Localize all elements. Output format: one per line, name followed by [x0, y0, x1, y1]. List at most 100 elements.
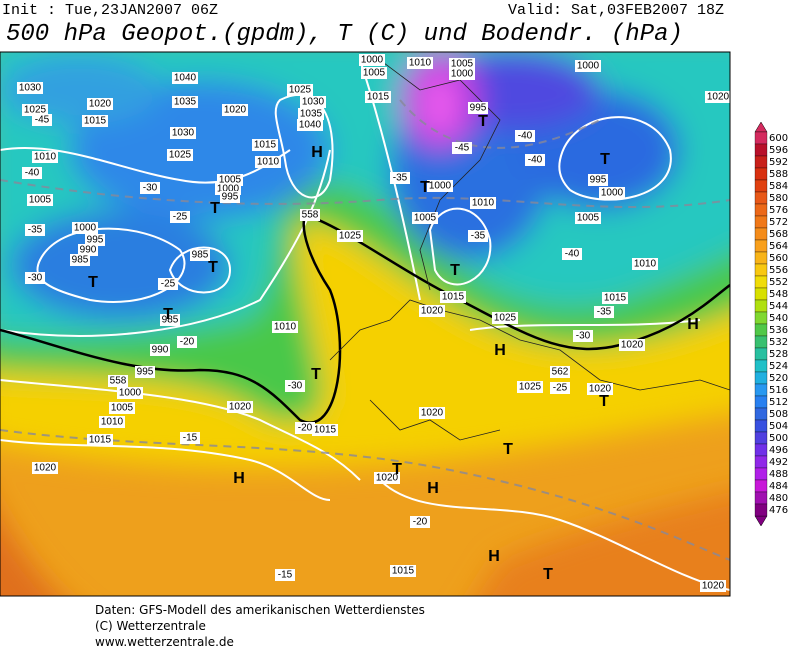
isoline-label: 1020 — [621, 340, 644, 351]
colorbar-cell — [754, 275, 768, 289]
isoline-label: 1020 — [34, 463, 57, 474]
isoline-label: -20 — [180, 337, 195, 348]
colorbar-cell — [754, 131, 768, 145]
colorbar-cell — [754, 371, 768, 385]
footer-line: www.wetterzentrale.de — [95, 635, 234, 648]
colorbar-cell — [754, 431, 768, 445]
isoline-label: 1025 — [289, 85, 312, 96]
isoline-label: 1040 — [174, 73, 197, 84]
isoline-label: 1000 — [119, 388, 142, 399]
isoline-label: -25 — [161, 279, 176, 290]
isoline-label: 558 — [110, 376, 127, 387]
valid-text: Valid: Sat,03FEB2007 18Z — [508, 2, 724, 19]
label-box — [180, 432, 200, 444]
label-box — [252, 139, 278, 151]
colorbar-label: 552 — [769, 277, 788, 288]
label-box — [470, 197, 496, 209]
pressure-center: H — [233, 470, 245, 487]
isoline-label: -40 — [518, 131, 533, 142]
isoline-label: 1010 — [34, 152, 57, 163]
colorbar-label: 596 — [769, 145, 788, 156]
colorbar-cell — [754, 311, 768, 325]
pressure-center: T — [543, 566, 553, 583]
label-box — [170, 211, 190, 223]
isoline-label: 1020 — [421, 408, 444, 419]
colorbar-cell — [754, 323, 768, 337]
label-box — [410, 516, 430, 528]
label-box — [575, 60, 601, 72]
isoline-label: -45 — [455, 143, 470, 154]
isoline-label: 995 — [87, 235, 104, 246]
label-box — [32, 462, 58, 474]
label-box — [419, 407, 445, 419]
label-box — [275, 569, 295, 581]
isoline-label: -40 — [25, 168, 40, 179]
isoline-label: 1005 — [451, 59, 474, 70]
isoline-label: 1000 — [601, 188, 624, 199]
label-box — [562, 248, 582, 260]
label-box — [705, 91, 730, 103]
label-box — [525, 154, 545, 166]
isoline-label: 1025 — [519, 382, 542, 393]
isoline-label: 1010 — [101, 417, 124, 428]
isoline-label: -35 — [393, 173, 408, 184]
isoline-label: 1005 — [111, 403, 134, 414]
label-box — [22, 167, 42, 179]
colorbar-cell — [754, 455, 768, 469]
label-box — [550, 382, 570, 394]
isoline-label: 562 — [552, 367, 569, 378]
isoline-label: -15 — [183, 433, 198, 444]
label-box — [588, 174, 608, 186]
isoline-label: 990 — [80, 245, 97, 256]
colorbar-label: 500 — [769, 433, 788, 444]
isoline-label: 1015 — [367, 92, 390, 103]
isoline-label: 1025 — [169, 150, 192, 161]
label-box — [135, 366, 155, 378]
label-box — [407, 57, 433, 69]
label-box — [390, 172, 410, 184]
colorbar-cell — [754, 179, 768, 193]
colorbar-cell — [754, 215, 768, 229]
isoline-label: 1010 — [257, 157, 280, 168]
label-box — [108, 375, 128, 387]
colorbar-label: 484 — [769, 481, 788, 492]
colorbar-label: 576 — [769, 205, 788, 216]
colorbar-label: 520 — [769, 373, 788, 384]
label-box — [515, 130, 535, 142]
colorbar-label: 536 — [769, 325, 788, 336]
pressure-center: T — [450, 262, 460, 279]
colorbar-cell — [754, 467, 768, 481]
isoline-label: 1015 — [604, 293, 627, 304]
isoline-label: 1020 — [702, 581, 725, 592]
isoline-label: 1000 — [577, 61, 600, 72]
label-box — [272, 321, 298, 333]
colorbar-label: 532 — [769, 337, 788, 348]
pressure-center: T — [599, 393, 609, 410]
isoline-label: 995 — [137, 367, 154, 378]
colorbar-cell — [754, 263, 768, 277]
isoline-label: 1010 — [634, 259, 657, 270]
label-box — [167, 149, 193, 161]
label-box — [87, 434, 113, 446]
label-box — [295, 422, 315, 434]
isoline-label: 1005 — [219, 175, 242, 186]
pressure-center: T — [478, 113, 488, 130]
label-box — [365, 91, 391, 103]
colorbar: 6005965925885845805765725685645605565525… — [754, 121, 788, 527]
colorbar-label: 560 — [769, 253, 788, 264]
pressure-center: H — [311, 144, 323, 161]
isoline-label: 1025 — [494, 313, 517, 324]
isoline-label: 1000 — [217, 184, 240, 195]
colorbar-label: 524 — [769, 361, 788, 372]
label-box — [99, 416, 125, 428]
init-text: Init : Tue,23JAN2007 06Z — [2, 2, 218, 19]
isoline-label: 985 — [192, 250, 209, 261]
colorbar-cell — [754, 347, 768, 361]
isoline-label: 1020 — [89, 99, 112, 110]
isoline-label: 1030 — [302, 97, 325, 108]
isoline-label: 1005 — [577, 213, 600, 224]
label-box — [17, 82, 43, 94]
label-box — [85, 234, 105, 246]
label-box — [573, 330, 593, 342]
